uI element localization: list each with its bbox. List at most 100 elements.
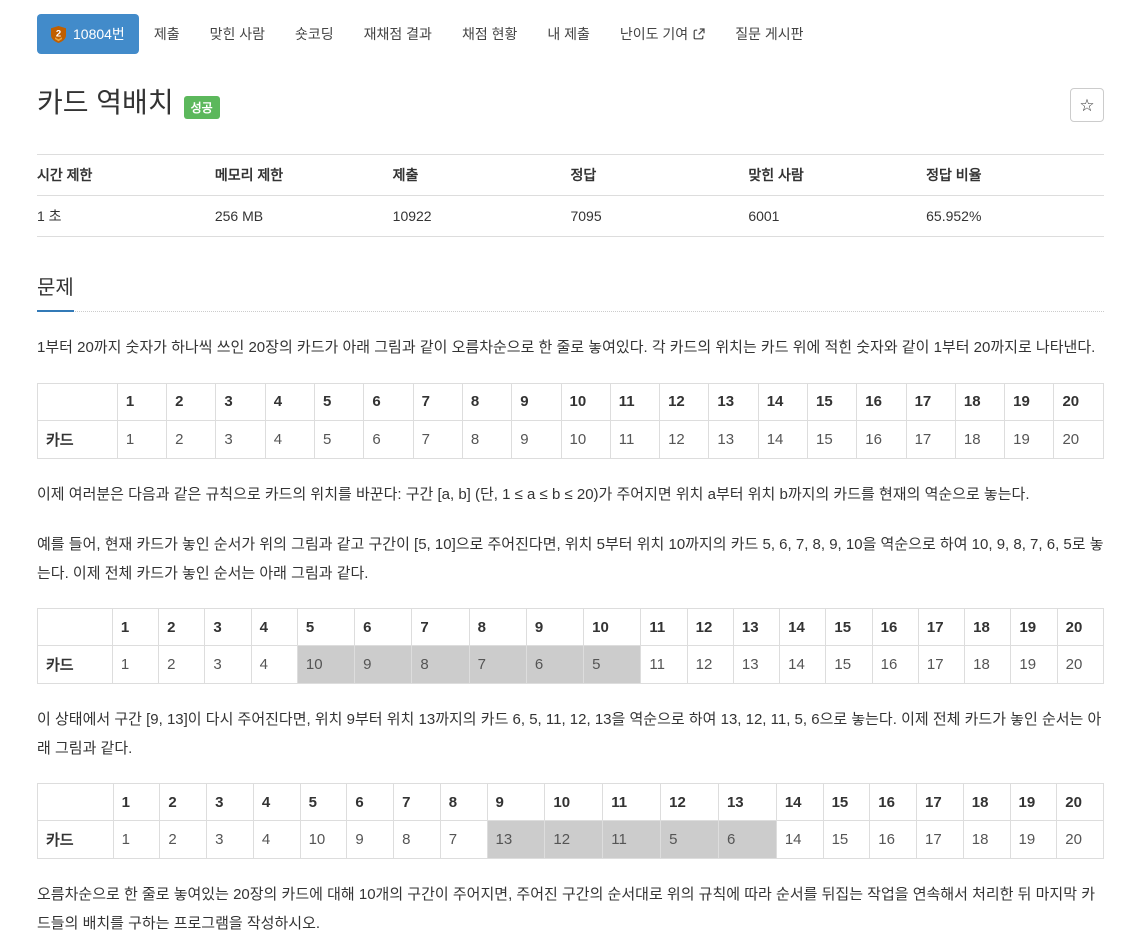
card-value-cell: 17 (917, 645, 966, 684)
card-value-cell: 11 (640, 645, 688, 684)
card-value-cell: 11 (602, 820, 662, 859)
page-title: 카드 역배치 (37, 87, 174, 118)
card-value-cell: 4 (264, 419, 316, 459)
card-position-header: 20 (1053, 382, 1104, 421)
nav-tab[interactable]: 맞힌 사람 (209, 26, 265, 42)
card-position-header: 7 (412, 382, 463, 421)
card-position-header: 13 (708, 382, 759, 421)
card-position-header: 15 (822, 783, 871, 821)
nav-tabs: 제출 맞힌 사람 숏코딩 재채점 결과 채점 현황 내 제출 난이도 기여 질문 게시판 (139, 14, 819, 54)
info-header-row: 시간 제한 메모리 제한 제출 정답 맞힌 사람 정답 비율 (37, 154, 1104, 196)
card-value-cell: 1 (116, 419, 168, 459)
problem-body: 1부터 20까지 숫자가 하나씩 쓰인 20장의 카드가 아래 그림과 같이 오… (37, 334, 1105, 938)
nav-tab[interactable]: 질문 게시판 (735, 26, 804, 42)
card-value-cell: 4 (250, 645, 298, 684)
card-position-header: 2 (158, 608, 206, 646)
problem-paragraph-3: 예를 들어, 현재 카드가 놓인 순서가 위의 그림과 같고 구간이 [5, 1… (37, 536, 1104, 582)
svg-text:2: 2 (56, 28, 61, 39)
nav-tab[interactable]: 재채점 결과 (363, 26, 432, 42)
card-position-header: 8 (461, 382, 513, 421)
card-position-header: 19 (1009, 783, 1058, 821)
card-row-label: 카드 (37, 820, 114, 859)
card-value-cell: 10 (296, 645, 356, 684)
card-value-cell: 19 (1009, 820, 1058, 859)
card-value-cell: 2 (166, 419, 217, 459)
card-position-header: 7 (393, 783, 441, 821)
tab-problem-active[interactable]: 2 10804번 (37, 14, 139, 54)
problem-paragraph-4: 이 상태에서 구간 [9, 13]이 다시 주어진다면, 위치 9부터 위치 1… (37, 711, 1102, 757)
card-position-header: 5 (314, 382, 365, 421)
section-heading-problem: 문제 (37, 271, 74, 312)
card-value-cell: 8 (393, 820, 441, 859)
card-value-cell: 10 (560, 419, 611, 459)
card-position-header: 18 (962, 783, 1011, 821)
nav-tab[interactable]: 난이도 기여 (605, 14, 720, 54)
card-value-cell: 6 (525, 645, 585, 684)
info-value-cell: 10922 (392, 195, 571, 237)
card-table-corner-cell (37, 783, 114, 821)
card-position-header: 16 (869, 783, 918, 821)
card-layout-table: 1 2 3 4 5 6 7 8 9 10 11 12 13 14 15 16 17 18 19 20 카드 1 2 3 4 10 9… (37, 608, 1105, 684)
card-value-cell: 12 (659, 419, 710, 459)
card-position-header: 5 (299, 783, 348, 821)
card-position-header: 14 (757, 382, 808, 421)
card-position-header: 17 (917, 608, 966, 646)
card-position-header: 11 (602, 783, 662, 821)
card-position-header: 12 (659, 382, 710, 421)
card-position-header: 10 (583, 608, 642, 646)
info-value-cell: 6001 (748, 195, 927, 237)
card-position-header: 18 (954, 382, 1006, 421)
card-value-cell: 5 (660, 820, 719, 859)
card-value-cell: 12 (544, 820, 604, 859)
card-value-cell: 15 (825, 645, 873, 684)
card-position-header: 9 (486, 783, 546, 821)
section-head: 문제 (37, 271, 1104, 312)
nav-tab[interactable]: 채점 현황 (461, 26, 518, 42)
nav-tab[interactable]: 숏코딩 (295, 26, 334, 42)
card-value-cell: 2 (159, 820, 208, 859)
card-value-cell: 8 (461, 419, 513, 459)
card-value-cell: 16 (869, 820, 918, 859)
card-value-cell: 17 (916, 820, 964, 859)
nav-tab[interactable]: 제출 (153, 26, 180, 42)
info-header-cell: 메모리 제한 (214, 154, 393, 196)
card-value-cell: 5 (314, 419, 365, 459)
card-position-header: 10 (560, 382, 611, 421)
card-row-label: 카드 (37, 419, 118, 459)
card-value-cell: 3 (204, 645, 252, 684)
card-value-cell: 11 (609, 419, 661, 459)
card-layout-table: 1 2 3 4 5 6 7 8 9 10 11 12 13 14 15 16 17 18 19 20 카드 1 2 3 4 10 9… (37, 783, 1104, 859)
problem-paragraph-1: 1부터 20까지 숫자가 하나씩 쓰인 20장의 카드가 아래 그림과 같이 오… (37, 339, 1096, 356)
card-position-header: 1 (111, 608, 160, 646)
card-value-cell: 9 (346, 820, 395, 859)
problem-paragraph-5: 오름차순으로 한 줄로 놓여있는 20장의 카드에 대해 10개의 구간이 주어… (37, 886, 1095, 932)
card-value-cell: 3 (215, 419, 266, 459)
card-value-cell: 8 (411, 645, 470, 684)
card-value-cell: 7 (468, 645, 527, 684)
card-position-header: 2 (159, 783, 208, 821)
card-position-header: 1 (112, 783, 161, 821)
status-badge: 성공 (183, 96, 220, 119)
card-position-header: 4 (252, 783, 301, 821)
card-position-header: 11 (640, 608, 688, 646)
nav-tab[interactable]: 내 제출 (547, 26, 590, 42)
card-value-cell: 13 (708, 419, 759, 459)
card-value-cell: 17 (905, 419, 956, 459)
star-button[interactable]: ☆ (1070, 88, 1104, 122)
card-layout-table: 1 2 3 4 5 6 7 8 9 10 11 12 13 14 15 16 17 18 19 20 카드 1 2 3 4 5 6 7… (37, 382, 1104, 459)
card-position-header: 19 (1010, 608, 1058, 646)
card-position-header: 8 (439, 783, 488, 821)
card-position-header: 9 (511, 382, 562, 421)
card-position-header: 3 (206, 783, 254, 821)
card-value-cell: 14 (779, 645, 827, 684)
card-value-cell: 1 (112, 820, 161, 859)
card-value-cell: 7 (412, 419, 463, 459)
card-position-header: 7 (411, 608, 470, 646)
card-position-header: 15 (806, 382, 858, 421)
card-position-header: 6 (354, 608, 413, 646)
card-position-header: 12 (686, 608, 734, 646)
card-position-header: 8 (468, 608, 527, 646)
title-row: 카드 역배치 성공 ☆ (37, 87, 1104, 122)
card-value-cell: 19 (1010, 645, 1058, 684)
